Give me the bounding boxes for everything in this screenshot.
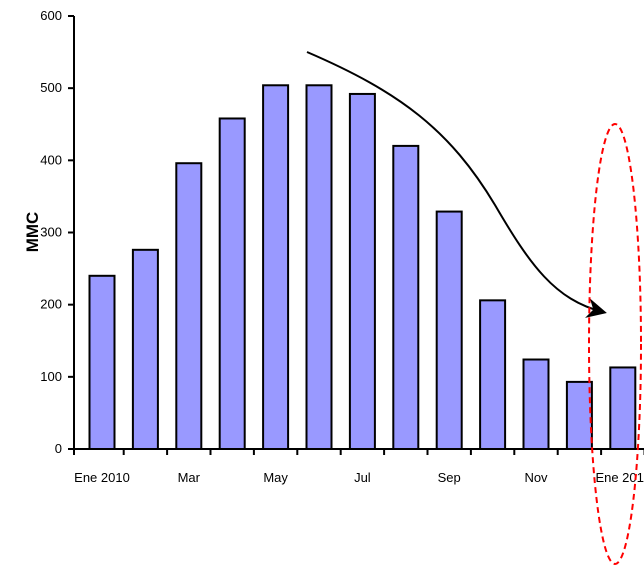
bar-6 bbox=[348, 92, 376, 450]
x-tick-label-2: Mar bbox=[178, 470, 201, 485]
bar-9 bbox=[479, 299, 507, 450]
x-tick-label-4: May bbox=[263, 470, 288, 485]
highlight-ellipse bbox=[588, 123, 642, 565]
y-tick-label-6: 600 bbox=[40, 8, 62, 23]
y-tick-label-2: 200 bbox=[40, 297, 62, 312]
y-tick-label-5: 500 bbox=[40, 80, 62, 95]
y-tick-label-3: 300 bbox=[40, 225, 62, 240]
bar-4 bbox=[262, 84, 290, 450]
bar-0 bbox=[88, 274, 116, 450]
x-axis: Ene 2010 Mar May Jul Sep Nov Ene 2011 bbox=[73, 448, 644, 485]
x-tick-label-6: Jul bbox=[354, 470, 371, 485]
x-tick-label-10: Nov bbox=[524, 470, 548, 485]
x-tick-label-0: Ene 2010 bbox=[74, 470, 130, 485]
bar-3 bbox=[218, 117, 246, 451]
bar-12 bbox=[609, 366, 637, 450]
y-tick-label-4: 400 bbox=[40, 152, 62, 167]
y-tick-label-0: 0 bbox=[55, 441, 62, 456]
bars-group bbox=[88, 84, 637, 451]
trend-arrow bbox=[306, 51, 607, 318]
bar-8 bbox=[435, 210, 463, 450]
y-tick-label-1: 100 bbox=[40, 369, 62, 384]
bar-11 bbox=[565, 380, 593, 451]
x-tick-label-8: Sep bbox=[438, 470, 461, 485]
bar-7 bbox=[392, 144, 420, 450]
bar-5 bbox=[305, 84, 333, 450]
bar-1 bbox=[131, 248, 159, 450]
bar-2 bbox=[175, 162, 203, 450]
y-axis-label: MMC bbox=[23, 212, 42, 253]
x-tick-label-12: Ene 2011 bbox=[595, 470, 644, 485]
y-axis: 0 100 200 300 400 500 600 bbox=[40, 8, 75, 456]
bar-10 bbox=[522, 358, 550, 450]
